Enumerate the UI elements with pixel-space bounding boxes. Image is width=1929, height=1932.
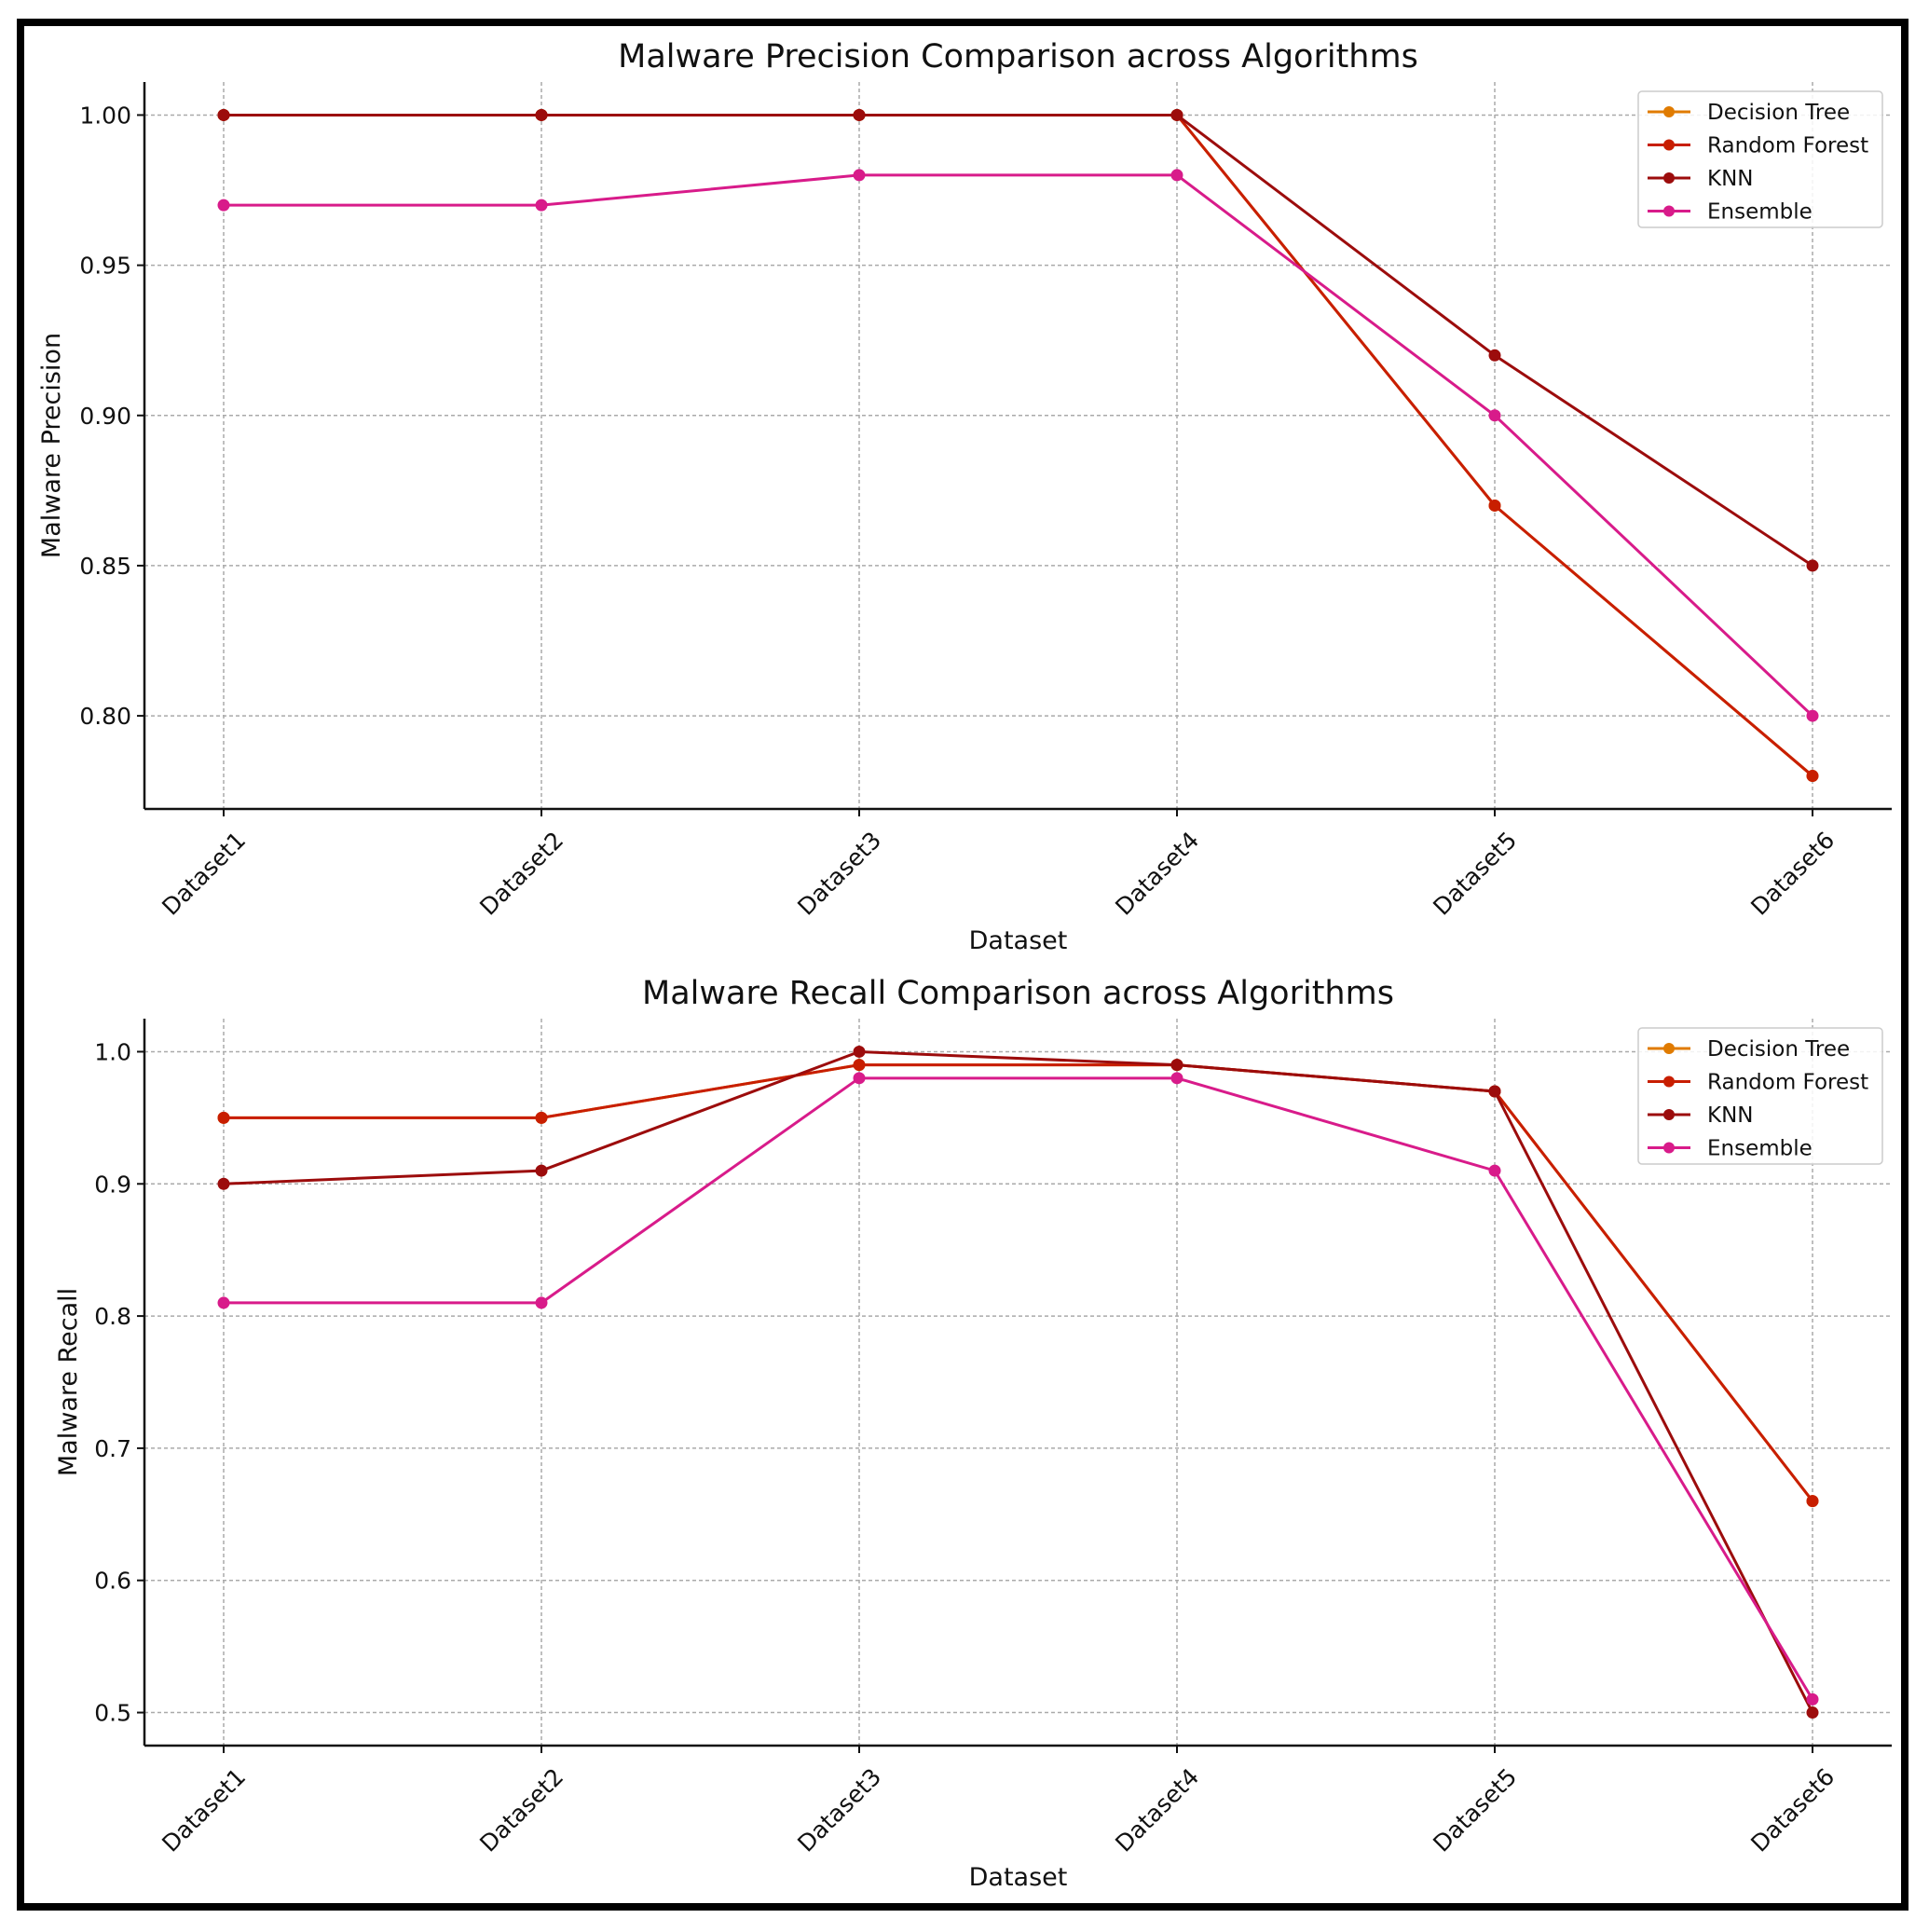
chart-title: Malware Precision Comparison across Algo… — [618, 38, 1418, 75]
series-random-forest — [217, 108, 1819, 783]
y-tick-label: 0.7 — [94, 1435, 131, 1462]
series-line — [224, 1063, 1814, 1502]
series-line — [224, 113, 1813, 777]
data-point — [1806, 1495, 1819, 1508]
data-point — [1806, 709, 1819, 722]
series-line — [223, 1049, 1814, 1714]
chart-title: Malware Recall Comparison across Algorit… — [642, 975, 1394, 1012]
legend-label: Ensemble — [1707, 200, 1813, 225]
series-line — [224, 1076, 1814, 1701]
data-point — [217, 1296, 230, 1309]
x-tick-label: Dataset2 — [474, 827, 568, 921]
data-point — [1806, 559, 1819, 572]
data-point — [1806, 1706, 1819, 1720]
data-point — [217, 199, 230, 212]
legend-swatch-marker — [1663, 1076, 1675, 1088]
data-point — [853, 1045, 866, 1058]
legend-swatch-marker — [1663, 106, 1675, 117]
data-point — [1488, 499, 1501, 512]
legend-label: Decision Tree — [1707, 101, 1850, 125]
legend-swatch-marker — [1663, 1109, 1675, 1120]
data-point — [1170, 169, 1183, 182]
y-tick-label: 1.00 — [79, 102, 131, 129]
legend-label: Random Forest — [1707, 1071, 1868, 1095]
series-line — [224, 113, 1813, 568]
y-tick-label: 0.6 — [94, 1568, 131, 1595]
data-point — [853, 1072, 866, 1085]
x-tick-label: Dataset6 — [1745, 1763, 1840, 1857]
y-tick-label: 0.90 — [79, 403, 131, 430]
data-point — [1488, 1164, 1501, 1177]
series-knn — [217, 1045, 1819, 1720]
legend-swatch-marker — [1663, 205, 1675, 217]
series-decision-tree — [217, 108, 1819, 783]
series-line — [224, 173, 1814, 718]
x-axis-label: Dataset — [969, 1863, 1068, 1892]
series-ensemble — [217, 1072, 1819, 1706]
data-point — [853, 169, 866, 182]
legend-box — [1637, 90, 1883, 228]
y-tick-label: 0.85 — [79, 553, 131, 580]
series-knn — [217, 108, 1819, 572]
data-point — [1170, 108, 1183, 121]
x-tick-label: Dataset4 — [1110, 827, 1204, 921]
data-point — [1806, 770, 1819, 783]
data-point — [535, 199, 548, 212]
series-ensemble — [217, 169, 1819, 722]
legend-label: Ensemble — [1707, 1137, 1813, 1161]
x-tick-label: Dataset3 — [792, 1763, 886, 1857]
series-line — [224, 1063, 1814, 1502]
legend-swatch-marker — [1663, 139, 1675, 151]
x-axis-label: Dataset — [969, 926, 1068, 955]
data-point — [217, 108, 230, 121]
data-point — [1806, 1692, 1819, 1706]
y-tick-label: 0.8 — [94, 1303, 131, 1330]
data-point — [1170, 1072, 1183, 1085]
series-random-forest — [217, 1059, 1819, 1508]
legend: Decision Tree Random Forest KNN Ensemble — [1637, 90, 1883, 228]
chart-1: Malware Precision Comparison across Algo… — [37, 38, 1892, 955]
y-tick-label: 0.5 — [94, 1700, 131, 1727]
x-tick-label: Dataset4 — [1110, 1763, 1204, 1857]
y-tick-label: 1.0 — [94, 1038, 131, 1065]
legend-label: KNN — [1707, 167, 1754, 191]
data-point — [217, 1177, 230, 1190]
y-tick-label: 0.80 — [79, 703, 131, 730]
legend-label: KNN — [1707, 1103, 1754, 1128]
x-tick-label: Dataset2 — [474, 1763, 568, 1857]
y-tick-label: 0.9 — [94, 1171, 131, 1198]
chart-2: Malware Recall Comparison across Algorit… — [54, 975, 1892, 1892]
data-point — [1170, 1059, 1183, 1072]
data-point — [1488, 1085, 1501, 1098]
x-tick-label: Dataset1 — [157, 1763, 251, 1857]
data-point — [853, 1059, 866, 1072]
x-tick-label: Dataset5 — [1428, 1763, 1522, 1857]
data-point — [1488, 409, 1501, 422]
y-axis-label: Malware Precision — [37, 333, 66, 558]
data-point — [535, 1296, 548, 1309]
x-tick-label: Dataset1 — [157, 827, 251, 921]
figure-frame — [17, 19, 1908, 1911]
x-tick-label: Dataset3 — [792, 827, 886, 921]
data-point — [1488, 349, 1501, 362]
data-point — [535, 108, 548, 121]
series-line — [224, 113, 1813, 777]
data-point — [535, 1111, 548, 1124]
series-decision-tree — [217, 1059, 1819, 1508]
legend-swatch-marker — [1663, 1043, 1675, 1054]
x-tick-label: Dataset5 — [1428, 827, 1522, 921]
data-point — [535, 1164, 548, 1177]
x-tick-label: Dataset6 — [1745, 827, 1840, 921]
legend-swatch-marker — [1663, 1142, 1675, 1154]
y-axis-label: Malware Recall — [54, 1288, 83, 1476]
legend-swatch-marker — [1663, 172, 1675, 184]
legend: Decision Tree Random Forest KNN Ensemble — [1637, 1027, 1883, 1165]
y-tick-label: 0.95 — [79, 253, 131, 280]
legend-label: Random Forest — [1707, 134, 1868, 158]
data-point — [853, 108, 866, 121]
legend-label: Decision Tree — [1707, 1037, 1850, 1062]
data-point — [217, 1111, 230, 1124]
legend-box — [1637, 1027, 1883, 1165]
